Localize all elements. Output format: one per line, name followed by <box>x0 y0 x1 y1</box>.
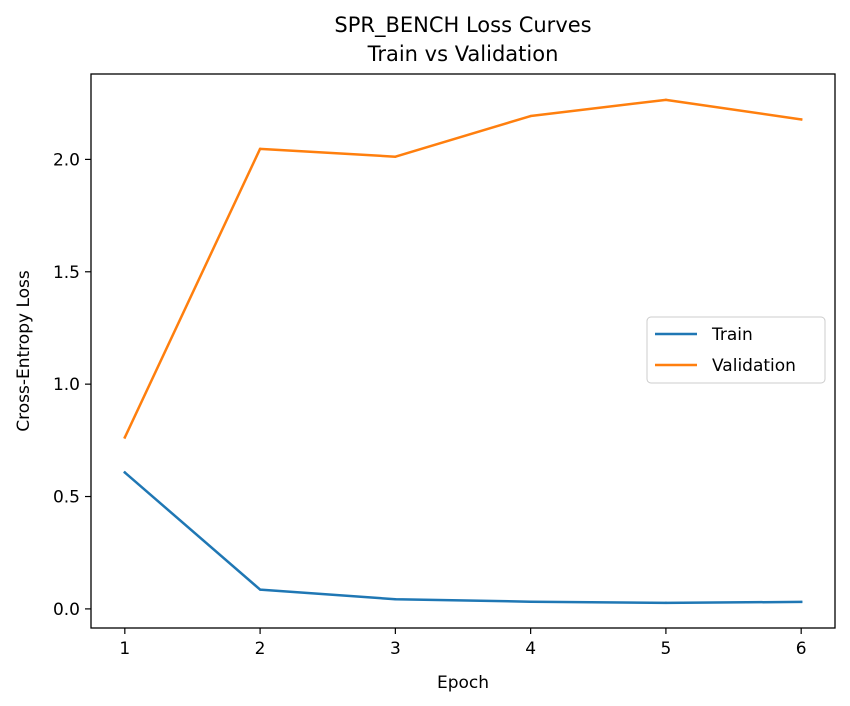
data-point-validation <box>258 147 262 151</box>
y-tick-label: 0.5 <box>53 488 80 508</box>
series-line-train <box>123 470 803 605</box>
legend-label-train: Train <box>711 325 753 345</box>
plot-frame <box>90 73 836 629</box>
x-tick-label: 2 <box>255 639 266 659</box>
y-tick-label: 1.0 <box>53 375 80 395</box>
data-point-train <box>394 598 397 601</box>
x-tick-label: 5 <box>660 639 671 659</box>
x-tick-label: 6 <box>796 639 807 659</box>
data-point-train <box>529 600 532 603</box>
chart-subtitle: Train vs Validation <box>367 42 559 66</box>
series-line-validation <box>123 98 803 440</box>
y-tick-label: 1.5 <box>53 263 80 283</box>
y-axis: 0.0 0.5 1.0 1.5 2.0 <box>53 150 91 620</box>
legend-label-validation: Validation <box>712 356 796 376</box>
x-tick-label: 1 <box>119 639 130 659</box>
legend: Train Validation <box>646 316 826 384</box>
chart-title: SPR_BENCH Loss Curves <box>334 13 591 38</box>
data-point-train <box>123 471 127 474</box>
data-point-train <box>664 601 668 605</box>
y-tick-label: 2.0 <box>53 150 80 170</box>
data-point-train <box>258 588 262 591</box>
data-point-validation <box>664 98 668 102</box>
x-tick-label: 3 <box>390 639 401 659</box>
data-point-train <box>799 600 803 604</box>
data-point-validation <box>529 114 532 118</box>
y-tick-label: 0.0 <box>53 600 80 620</box>
x-axis: 1 2 3 4 5 6 <box>119 628 807 659</box>
x-axis-label: Epoch <box>437 673 489 693</box>
x-tick-label: 4 <box>525 639 536 659</box>
y-axis-label: Cross-Entropy Loss <box>14 270 34 432</box>
data-point-validation <box>123 436 127 439</box>
data-point-validation <box>799 118 803 121</box>
data-point-validation <box>394 155 397 158</box>
plot-area <box>123 98 803 605</box>
